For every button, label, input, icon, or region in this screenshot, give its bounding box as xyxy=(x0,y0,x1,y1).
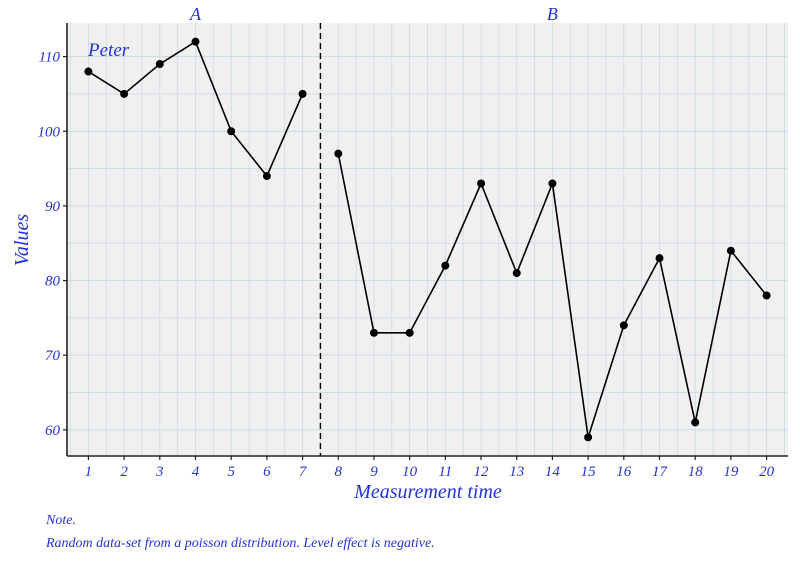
data-point xyxy=(441,261,450,270)
x-tick-label: 2 xyxy=(120,464,128,480)
data-point xyxy=(548,179,557,188)
x-tick-label: 18 xyxy=(688,464,704,480)
x-tick-label: 12 xyxy=(474,464,490,480)
note-text: Random data-set from a poisson distribut… xyxy=(46,536,435,551)
x-tick-label: 16 xyxy=(616,464,632,480)
y-tick-label: 100 xyxy=(38,124,61,140)
data-point xyxy=(84,67,93,76)
data-point xyxy=(762,291,771,300)
data-point xyxy=(584,433,593,442)
x-tick-label: 8 xyxy=(335,464,343,480)
y-tick-label: 80 xyxy=(45,274,61,290)
data-point xyxy=(405,328,414,337)
data-point xyxy=(334,149,343,158)
data-point xyxy=(227,127,236,136)
axes xyxy=(63,23,788,460)
x-tick-label: 10 xyxy=(402,464,418,480)
data-series-peter xyxy=(84,37,771,442)
x-tick-label: 11 xyxy=(438,464,452,480)
data-point xyxy=(120,89,129,98)
data-point xyxy=(512,269,521,278)
x-tick-label: 7 xyxy=(299,464,308,480)
x-tick-label: 5 xyxy=(227,464,235,480)
data-point xyxy=(477,179,486,188)
data-point xyxy=(691,418,700,427)
data-point xyxy=(155,60,164,69)
x-tick-label: 6 xyxy=(263,464,271,480)
data-point xyxy=(369,328,378,337)
y-axis-label: Values xyxy=(11,214,33,266)
data-point xyxy=(298,89,307,98)
data-point xyxy=(262,172,271,181)
x-tick-label: 1 xyxy=(85,464,93,480)
x-tick-label: 14 xyxy=(545,464,561,480)
phase-label-a: A xyxy=(189,4,202,24)
x-tick-label: 19 xyxy=(723,464,739,480)
x-axis-label: Measurement time xyxy=(353,481,502,503)
y-tick-label: 70 xyxy=(45,348,61,364)
grid-lines xyxy=(67,23,788,456)
x-tick-label: 13 xyxy=(509,464,524,480)
note-heading: Note. xyxy=(46,513,76,528)
x-tick-label: 17 xyxy=(652,464,669,480)
y-tick-label: 110 xyxy=(39,50,61,66)
data-point xyxy=(655,254,664,263)
x-tick-label: 3 xyxy=(155,464,164,480)
data-point xyxy=(191,37,200,46)
case-label: Peter xyxy=(87,40,130,61)
y-tick-label: 90 xyxy=(45,199,61,215)
y-tick-label: 60 xyxy=(45,423,61,439)
x-tick-label: 4 xyxy=(192,464,200,480)
x-tick-label: 20 xyxy=(759,464,775,480)
data-point xyxy=(726,246,735,255)
phase-label-b: B xyxy=(547,4,558,24)
x-tick-label: 9 xyxy=(370,464,378,480)
data-point xyxy=(619,321,628,330)
x-tick-label: 15 xyxy=(581,464,597,480)
